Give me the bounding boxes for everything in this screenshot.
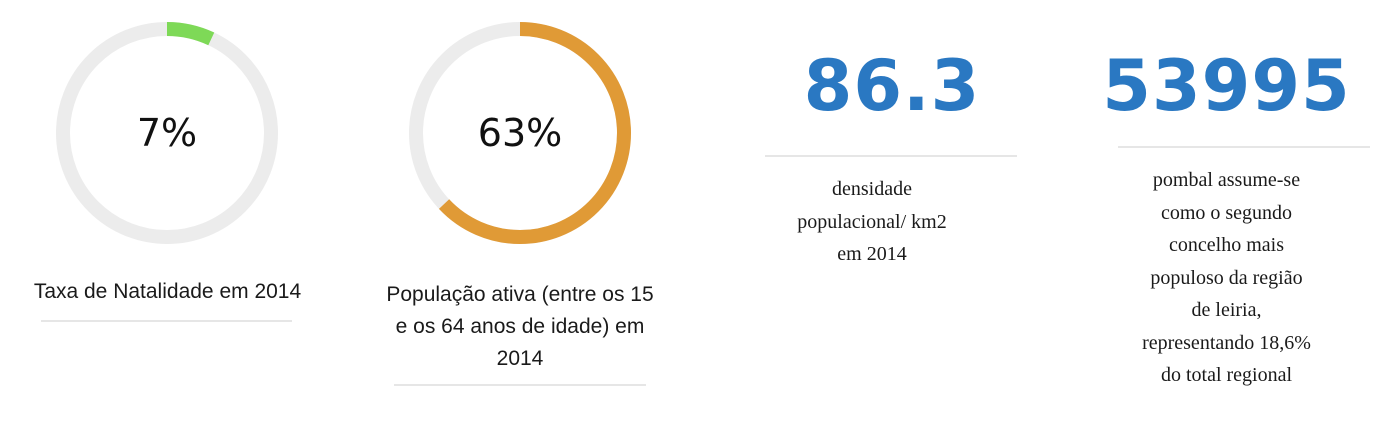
description-line: de leiria, [1191, 299, 1262, 321]
divider [41, 320, 292, 322]
divider [765, 155, 1017, 157]
description-line: em 2014 [837, 243, 907, 265]
ring-progress [56, 22, 278, 244]
birth-rate-ring: 7% [55, 21, 279, 245]
active-population-ring-chart [409, 22, 631, 244]
population-total-value: 53995 [1102, 45, 1351, 127]
birth-rate-value: 7% [136, 111, 198, 155]
description-line: densidade [832, 178, 912, 200]
description-line: representando 18,6% [1142, 331, 1311, 354]
active-population-ring: 63% [408, 21, 632, 245]
description-line: pombal assume-se [1152, 169, 1301, 191]
birth-rate-ring-chart [56, 22, 278, 244]
active-population-value: 63% [477, 111, 563, 155]
description-line: populoso da região [1150, 266, 1303, 289]
population-total-description: pombal assume-se como o segundo concelho… [1100, 164, 1353, 392]
ring-progress [409, 22, 631, 244]
caption-line: População ativa (entre os 15 [386, 283, 654, 306]
active-population-caption: População ativa (entre os 15 e os 64 ano… [350, 279, 690, 375]
population-density-description: densidade populacional/ km2 em 2014 [752, 173, 992, 271]
description-line: como o segundo [1160, 201, 1293, 224]
divider [1118, 146, 1370, 148]
population-density-value: 86.3 [803, 45, 981, 127]
description-line: populacional/ km2 [797, 210, 947, 233]
divider [394, 384, 646, 386]
description-line: concelho mais [1169, 234, 1284, 256]
caption-line: e os 64 anos de idade) em [395, 315, 645, 338]
description-line: do total regional [1160, 364, 1293, 386]
caption-line: 2014 [496, 347, 544, 370]
birth-rate-caption: Taxa de Natalidade em 2014 [33, 280, 302, 303]
